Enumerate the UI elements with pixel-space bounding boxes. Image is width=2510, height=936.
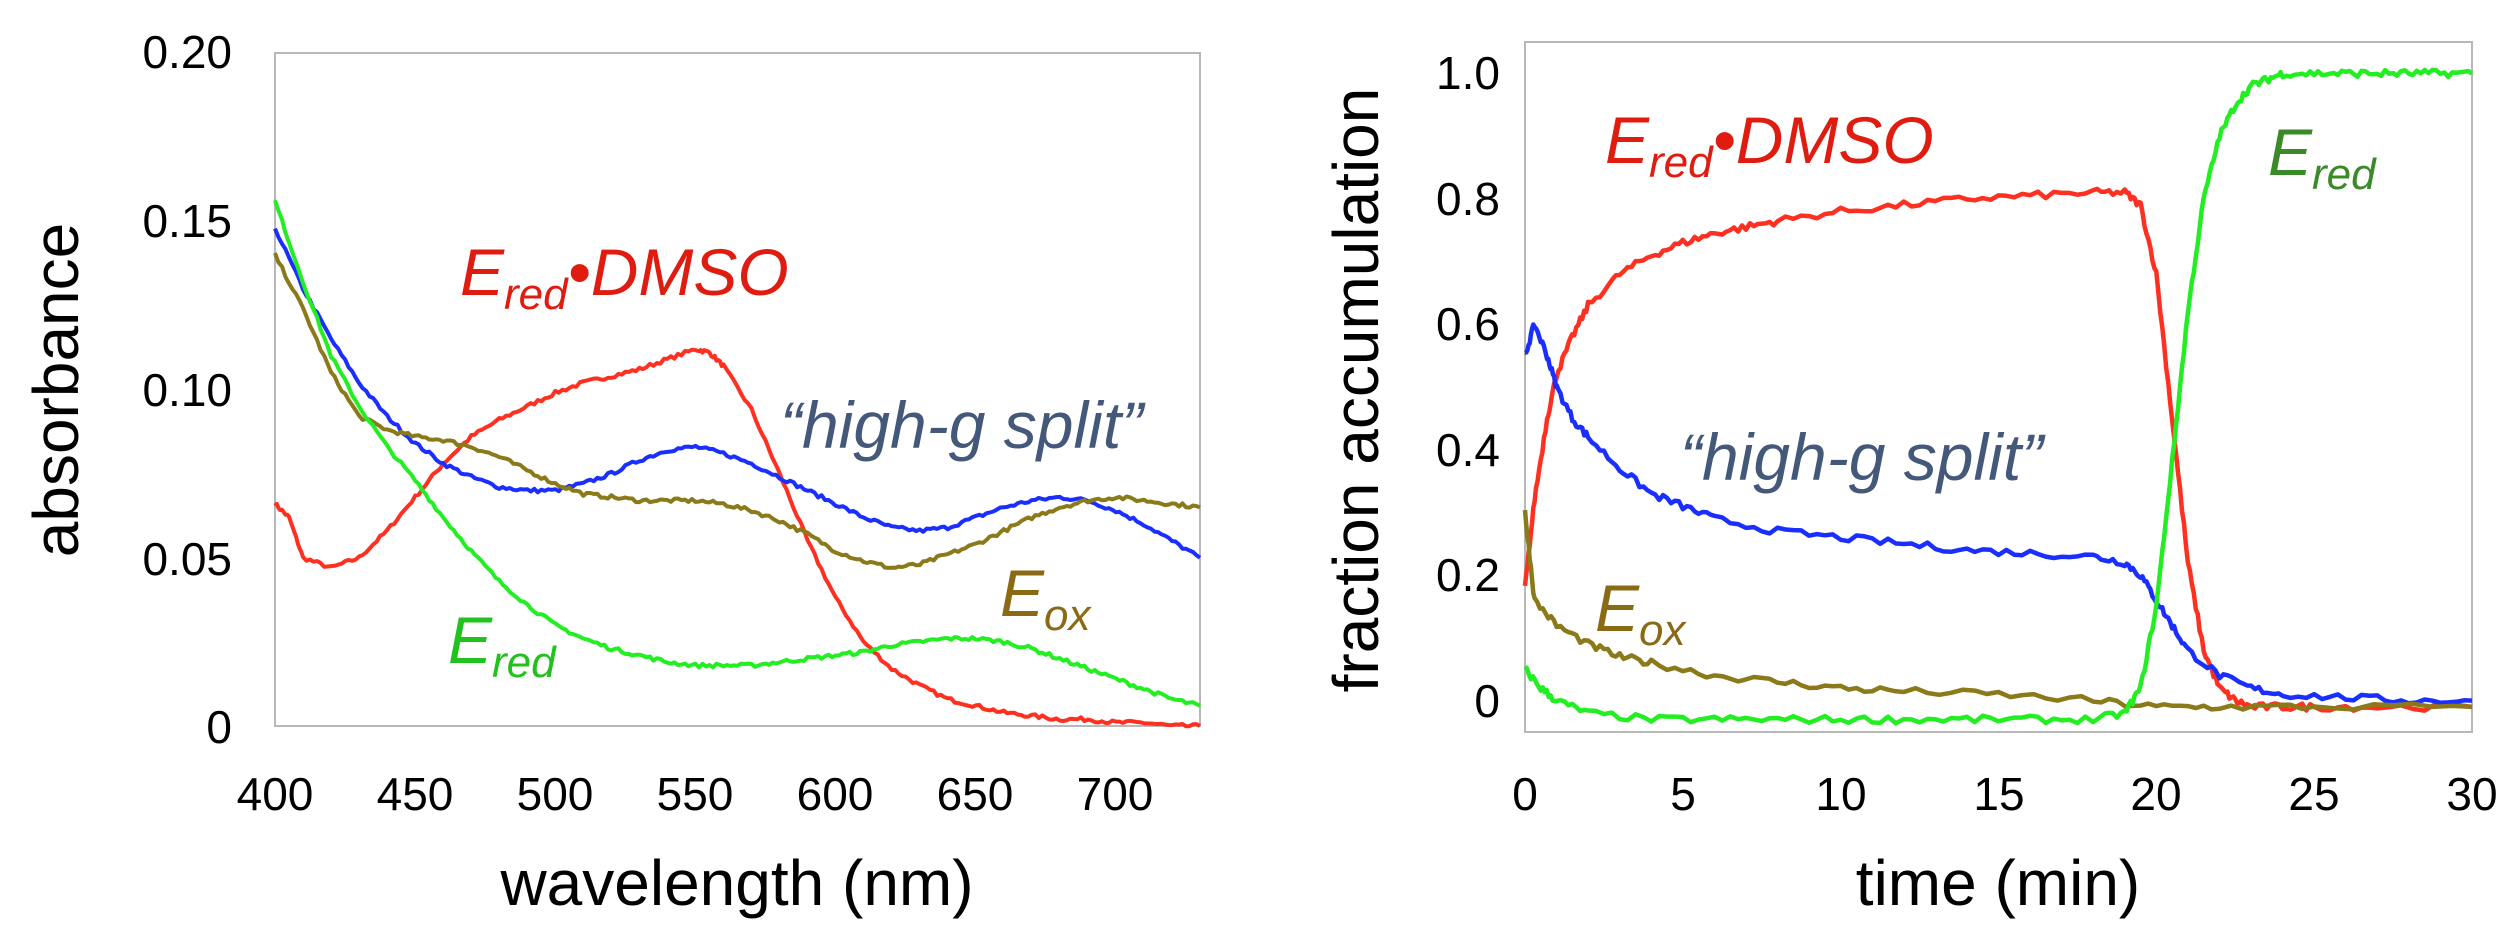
- y-tick-label: 0: [1474, 675, 1500, 727]
- label-eox: Eox: [1595, 571, 1688, 655]
- y-tick-label: 1.0: [1436, 47, 1500, 99]
- label-ered: Ered: [448, 603, 557, 687]
- y-tick-label: 0.10: [142, 364, 232, 416]
- x-tick-label: 0: [1512, 768, 1538, 820]
- series-group: [273, 199, 1202, 729]
- x-tick-label: 25: [2288, 768, 2339, 820]
- label-ered-dmso: Ered•DMSO: [1605, 103, 1934, 187]
- y-tick-label: 0.6: [1436, 298, 1500, 350]
- x-tick-label: 650: [937, 768, 1014, 820]
- y-axis-title: fraction accumulation: [1320, 88, 1392, 693]
- label-ered: Ered: [2268, 115, 2377, 199]
- x-tick-label: 400: [237, 768, 314, 820]
- y-tick-labels: 0 0.05 0.10 0.15 0.20: [142, 26, 232, 753]
- y-tick-label: 0.2: [1436, 549, 1500, 601]
- plot-frame: [1524, 41, 2473, 733]
- x-tick-label: 550: [657, 768, 734, 820]
- y-tick-label: 0: [206, 701, 232, 753]
- label-high-g-split: “high-g split”: [780, 388, 1146, 462]
- series-line-ered: [1523, 67, 2474, 726]
- x-axis-title: time (min): [1856, 847, 2140, 919]
- x-tick-label: 20: [2130, 768, 2181, 820]
- x-tick-label: 10: [1815, 768, 1866, 820]
- label-high-g-split: “high-g split”: [1680, 420, 2046, 494]
- x-tick-label: 450: [377, 768, 454, 820]
- x-tick-labels: 0 5 10 15 20 25 30: [1512, 768, 2497, 820]
- series-line-ered-dmso: [1522, 186, 2473, 713]
- series-line-ered-dmso: [273, 347, 1201, 729]
- series-line-eox: [1522, 509, 2473, 712]
- y-tick-label: 0.20: [142, 26, 232, 78]
- x-axis-title: wavelength (nm): [499, 847, 973, 919]
- series-line-ered: [273, 199, 1201, 708]
- label-eox: Eox: [1000, 556, 1093, 640]
- x-tick-label: 700: [1077, 768, 1154, 820]
- y-axis-title: absorbance: [20, 223, 92, 557]
- series-line-high-g-split: [1523, 322, 2473, 706]
- y-tick-label: 0.4: [1436, 424, 1500, 476]
- absorbance-chart: 0 0.05 0.10 0.15 0.20 400 450 500 550 60…: [20, 26, 1202, 919]
- x-tick-label: 15: [1973, 768, 2024, 820]
- x-tick-label: 500: [517, 768, 594, 820]
- series-group: [1522, 67, 2474, 726]
- y-tick-label: 0.8: [1436, 173, 1500, 225]
- y-tick-label: 0.15: [142, 195, 232, 247]
- x-tick-labels: 400 450 500 550 600 650 700: [237, 768, 1154, 820]
- y-tick-label: 0.05: [142, 533, 232, 585]
- y-tick-labels: 0 0.2 0.4 0.6 0.8 1.0: [1436, 47, 1500, 727]
- series-line-eox: [273, 252, 1201, 570]
- label-ered-dmso: Ered•DMSO: [460, 235, 789, 319]
- time-course-chart: 0 0.2 0.4 0.6 0.8 1.0 0 5 10 15 20 25 30…: [1320, 41, 2498, 919]
- x-tick-label: 5: [1670, 768, 1696, 820]
- x-tick-label: 30: [2446, 768, 2497, 820]
- x-tick-label: 600: [797, 768, 874, 820]
- series-line-high-g-split: [273, 227, 1202, 560]
